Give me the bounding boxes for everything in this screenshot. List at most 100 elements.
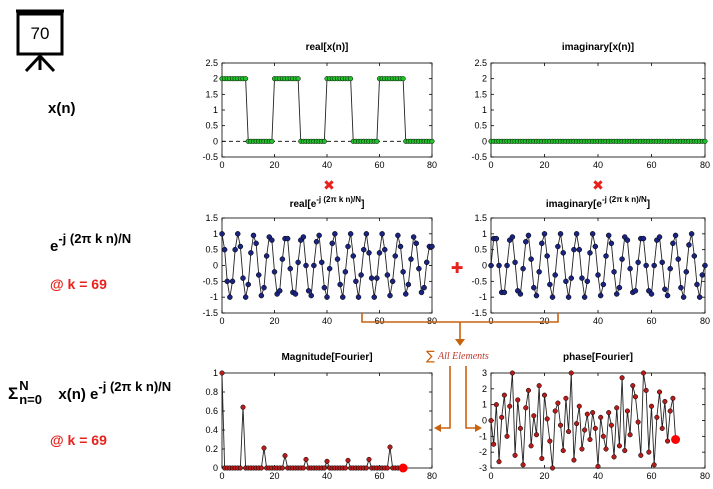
data-point [284,235,291,242]
label-sum-sigma: Σ [8,384,19,403]
data-point [528,256,534,262]
x-tick-label: 60 [374,160,384,170]
data-point [240,404,246,410]
data-point [392,253,398,259]
data-point [678,284,684,291]
data-point [347,231,354,237]
label-sum-body: x(n) e [54,386,99,403]
data-point [358,272,364,278]
data-point [389,278,396,285]
data-point [635,259,641,266]
data-point [493,402,499,408]
x-tick-label: 80 [700,471,710,481]
data-point [672,232,679,239]
x-tick-label: 20 [539,316,549,326]
data-point [552,272,558,278]
data-point [699,272,706,278]
data-point [683,269,690,275]
data-point [608,240,615,247]
y-tick-label: -0.5 [471,152,487,162]
data-point [324,294,330,300]
data-point [566,429,572,435]
data-point [598,414,604,420]
data-point [662,286,668,292]
data-point [616,443,622,449]
y-tick-label: 0.5 [205,121,218,131]
data-point [355,294,362,300]
data-point [563,278,569,285]
data-point [504,262,510,269]
data-point [651,462,657,468]
data-point [528,443,534,449]
data-point [547,281,553,288]
data-point [509,370,515,376]
x-tick-label: 40 [593,471,603,481]
data-point [600,281,607,288]
data-point [279,465,285,471]
data-point [696,294,703,300]
x-tick-label: 0 [488,471,493,481]
arrow-down-head [455,339,465,346]
data-point [635,419,641,425]
data-point [269,237,275,243]
data-point [384,272,391,278]
data-point [557,231,564,237]
data-point [271,269,278,275]
data-point [345,243,351,250]
data-point [592,425,598,431]
y-tick-label: 0.5 [205,245,218,255]
data-point [656,389,663,395]
data-point [552,408,558,414]
data-point [597,292,604,299]
data-point [624,408,630,414]
data-point [544,253,550,259]
data-point [603,253,609,259]
chart-real_kernel: -1.5 -1 -0.5 0 0.5 1 1.5 0 20 40 60 80 real[e-j (2π … [202,195,437,326]
data-point [589,231,596,237]
data-point [376,250,383,256]
label-sum-exp: -j (2π k n)/N [98,379,172,394]
board-leg-right [38,54,56,73]
x-tick-label: 60 [646,160,656,170]
data-point [507,403,513,409]
data-point [656,234,663,240]
data-point [536,383,542,389]
x-tick-label: 20 [539,160,549,170]
data-point [258,465,264,471]
arrow-right-head [475,424,482,432]
x-tick-label: 40 [322,471,332,481]
plus-operator: ✚ [451,259,464,277]
y-tick-label: -1 [479,431,487,441]
data-point [525,232,532,239]
data-point [496,459,502,465]
y-tick-label: -1.5 [202,308,218,318]
data-point [313,239,320,245]
data-point [576,403,582,409]
y-tick-label: 3 [482,368,487,378]
data-point [579,275,585,281]
data-point [646,449,652,455]
data-point [555,400,561,406]
data-point [541,231,548,237]
label-kernel: e-j (2π k n)/N [50,231,131,255]
data-point [560,250,566,256]
data-point [531,284,537,291]
data-point [640,370,647,376]
data-point [292,291,299,297]
data-point [587,250,593,256]
data-point [227,294,233,300]
data-point [659,425,665,431]
y-tick-label: -0.5 [202,276,218,286]
data-point [240,275,246,281]
data-point [496,262,502,269]
data-point [488,262,494,269]
data-point [400,76,406,82]
x-tick-label: 0 [219,316,224,326]
data-point [421,284,427,291]
data-point [627,265,633,272]
x-tick-label: 40 [322,316,332,326]
data-point [584,411,590,417]
data-point [248,250,254,256]
data-point [576,246,583,253]
data-point [408,256,414,262]
